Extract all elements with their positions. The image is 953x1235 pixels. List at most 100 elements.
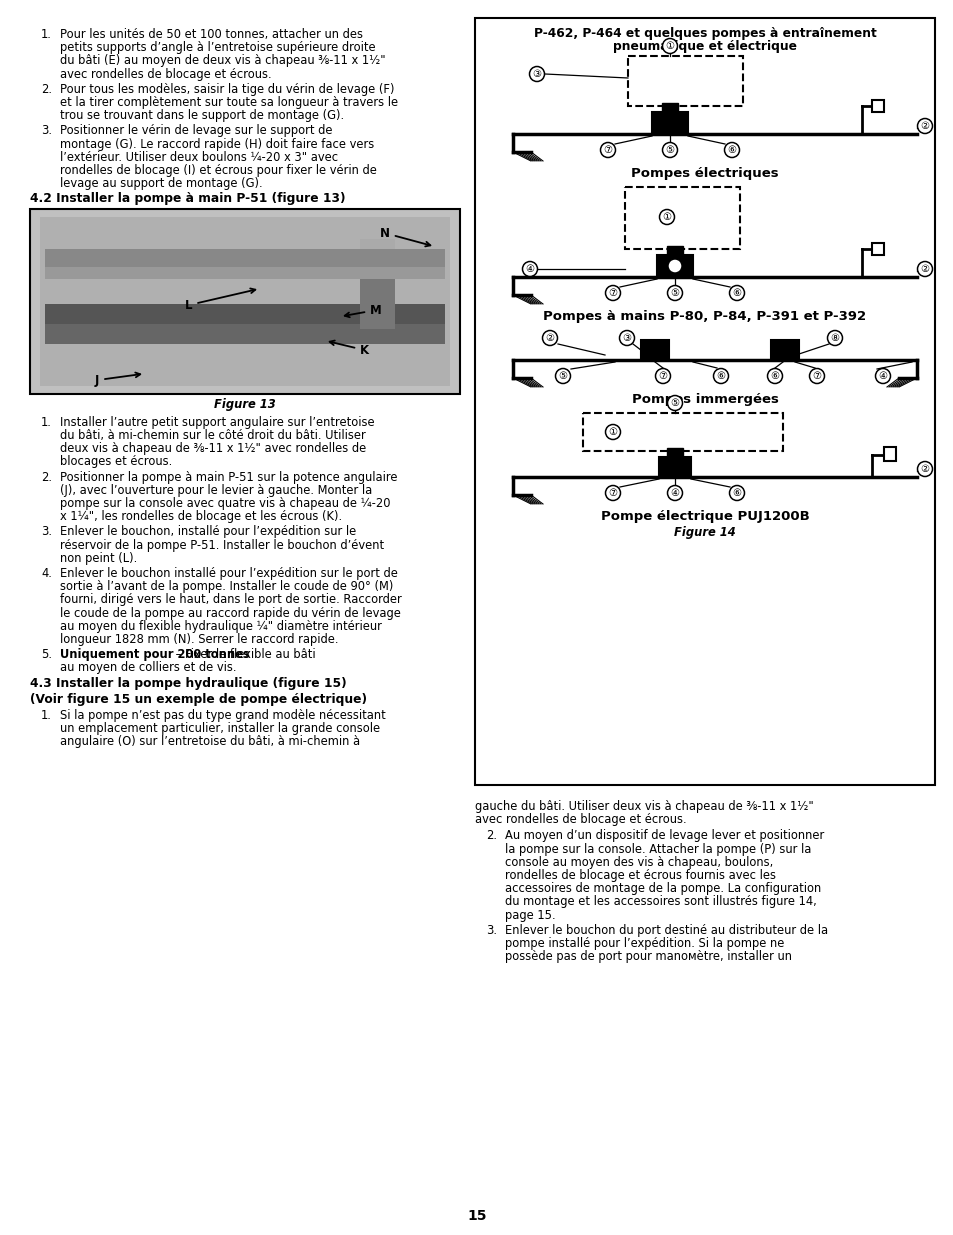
Text: 2.: 2.: [41, 83, 52, 96]
Text: 4.2 Installer la pompe à main P-51 (figure 13): 4.2 Installer la pompe à main P-51 (figu…: [30, 193, 345, 205]
Text: 2.: 2.: [41, 471, 52, 484]
Text: ②: ②: [545, 333, 554, 343]
Text: L: L: [185, 289, 255, 311]
Text: 1.: 1.: [41, 709, 52, 722]
Circle shape: [599, 142, 615, 158]
Text: ④: ④: [525, 264, 534, 274]
Text: du bâti, à mi-chemin sur le côté droit du bâti. Utiliser: du bâti, à mi-chemin sur le côté droit d…: [60, 429, 365, 442]
Text: sortie à l’avant de la pompe. Installer le coude de 90° (M): sortie à l’avant de la pompe. Installer …: [60, 580, 393, 593]
Text: Pour les unités de 50 et 100 tonnes, attacher un des: Pour les unités de 50 et 100 tonnes, att…: [60, 28, 363, 41]
Bar: [30, 209, 459, 394]
Circle shape: [522, 262, 537, 277]
Text: page 15.: page 15.: [504, 909, 555, 921]
Text: accessoires de montage de la pompe. La configuration: accessoires de montage de la pompe. La c…: [504, 882, 821, 895]
Text: non peint (L).: non peint (L).: [60, 552, 137, 564]
Circle shape: [667, 395, 681, 410]
Text: 5.: 5.: [41, 648, 52, 661]
Text: ①: ①: [665, 41, 674, 51]
Text: ②: ②: [920, 121, 928, 131]
Text: ⑥: ⑥: [732, 288, 740, 298]
Text: ③: ③: [532, 69, 541, 79]
Text: (Voir figure 15 un exemple de pompe électrique): (Voir figure 15 un exemple de pompe élec…: [30, 693, 367, 705]
Text: Positionner la pompe à main P-51 sur la potence angulaire: Positionner la pompe à main P-51 sur la …: [60, 471, 397, 484]
Circle shape: [655, 368, 670, 384]
Text: Enlever le bouchon installé pour l’expédition sur le port de: Enlever le bouchon installé pour l’expéd…: [60, 567, 397, 580]
Text: x 1¼", les rondelles de blocage et les écrous (K).: x 1¼", les rondelles de blocage et les é…: [60, 510, 342, 524]
Text: Pompes immergées: Pompes immergées: [631, 393, 778, 406]
Text: 1.: 1.: [41, 416, 52, 429]
Text: du bâti (E) au moyen de deux vis à chapeau ⅜-11 x 1½": du bâti (E) au moyen de deux vis à chape…: [60, 54, 385, 68]
Text: ⑤: ⑤: [670, 398, 679, 408]
Bar: [582, 412, 782, 451]
Text: longueur 1828 mm (N). Serrer le raccord rapide.: longueur 1828 mm (N). Serrer le raccord …: [60, 634, 338, 646]
Bar: [770, 340, 799, 359]
Text: ⑤: ⑤: [665, 144, 674, 156]
Text: P-462, P-464 et quelques pompes à entraînement: P-462, P-464 et quelques pompes à entraî…: [533, 27, 876, 40]
Circle shape: [713, 368, 728, 384]
Text: au moyen du flexible hydraulique ¼" diamètre intérieur: au moyen du flexible hydraulique ¼" diam…: [60, 620, 381, 632]
Text: Pompes à mains P-80, P-84, P-391 et P-392: Pompes à mains P-80, P-84, P-391 et P-39…: [543, 310, 865, 324]
Circle shape: [809, 368, 823, 384]
Text: ⑦: ⑦: [603, 144, 612, 156]
Bar: [627, 56, 742, 106]
Text: Au moyen d’un dispositif de levage lever et positionner: Au moyen d’un dispositif de levage lever…: [504, 830, 823, 842]
Circle shape: [917, 119, 931, 133]
Circle shape: [729, 285, 743, 300]
Bar: [640, 340, 668, 359]
Text: (J), avec l’ouverture pour le levier à gauche. Monter la: (J), avec l’ouverture pour le levier à g…: [60, 484, 372, 496]
Text: ⑦: ⑦: [608, 488, 617, 498]
Text: deux vis à chapeau de ⅜-11 x 1½" avec rondelles de: deux vis à chapeau de ⅜-11 x 1½" avec ro…: [60, 442, 366, 456]
Text: un emplacement particulier, installer la grande console: un emplacement particulier, installer la…: [60, 722, 379, 735]
Text: montage (G). Le raccord rapide (H) doit faire face vers: montage (G). Le raccord rapide (H) doit …: [60, 137, 374, 151]
Text: pompe installé pour l’expédition. Si la pompe ne: pompe installé pour l’expédition. Si la …: [504, 937, 783, 950]
Text: gauche du bâti. Utiliser deux vis à chapeau de ⅜-11 x 1½": gauche du bâti. Utiliser deux vis à chap…: [475, 800, 813, 813]
Bar: [45, 248, 444, 267]
Text: rondelles de blocage (I) et écrous pour fixer le vérin de: rondelles de blocage (I) et écrous pour …: [60, 164, 376, 177]
Text: ⑥: ⑥: [770, 370, 779, 382]
Text: Figure 13: Figure 13: [213, 398, 275, 410]
Text: ⑦: ⑦: [812, 370, 821, 382]
Text: console au moyen des vis à chapeau, boulons,: console au moyen des vis à chapeau, boul…: [504, 856, 773, 868]
Text: petits supports d’angle à l’entretoise supérieure droite: petits supports d’angle à l’entretoise s…: [60, 41, 375, 54]
Bar: [45, 304, 444, 324]
Text: 15: 15: [467, 1209, 486, 1223]
Circle shape: [667, 285, 681, 300]
Bar: [657, 254, 692, 277]
Text: Si la pompe n’est pas du type grand modèle nécessitant: Si la pompe n’est pas du type grand modè…: [60, 709, 385, 722]
Bar: [883, 447, 895, 461]
Text: levage au support de montage (G).: levage au support de montage (G).: [60, 177, 262, 190]
Circle shape: [667, 259, 681, 273]
Text: 3.: 3.: [485, 924, 497, 937]
Text: Enlever le bouchon du port destiné au distributeur de la: Enlever le bouchon du port destiné au di…: [504, 924, 827, 937]
Text: réservoir de la pompe P-51. Installer le bouchon d’évent: réservoir de la pompe P-51. Installer le…: [60, 538, 384, 552]
Bar: [651, 112, 687, 135]
Text: – Fixer le flexible au bâti: – Fixer le flexible au bâti: [172, 648, 315, 661]
Text: ⑥: ⑥: [716, 370, 724, 382]
Text: l’extérieur. Utiliser deux boulons ¼-20 x 3" avec: l’extérieur. Utiliser deux boulons ¼-20 …: [60, 151, 337, 164]
Text: ⑦: ⑦: [658, 370, 667, 382]
Circle shape: [605, 285, 619, 300]
Text: trou se trouvant dans le support de montage (G).: trou se trouvant dans le support de mont…: [60, 109, 344, 122]
Text: le coude de la pompe au raccord rapide du vérin de levage: le coude de la pompe au raccord rapide d…: [60, 606, 400, 620]
Text: du montage et les accessoires sont illustrés figure 14,: du montage et les accessoires sont illus…: [504, 895, 816, 909]
Text: 4.3 Installer la pompe hydraulique (figure 15): 4.3 Installer la pompe hydraulique (figu…: [30, 677, 346, 689]
Text: pneumatique et électrique: pneumatique et électrique: [613, 40, 796, 53]
Bar: [359, 238, 395, 258]
Circle shape: [917, 262, 931, 277]
Text: Pompes électriques: Pompes électriques: [631, 167, 778, 180]
Circle shape: [618, 331, 634, 346]
Text: Uniquement pour 200 tonnes: Uniquement pour 200 tonnes: [60, 648, 250, 661]
Text: ⑧: ⑧: [830, 333, 839, 343]
Text: 2.: 2.: [485, 830, 497, 842]
Text: ⑦: ⑦: [608, 288, 617, 298]
Circle shape: [667, 485, 681, 500]
Text: K: K: [330, 341, 369, 357]
Bar: [40, 216, 450, 385]
Text: ③: ③: [622, 333, 631, 343]
Circle shape: [661, 38, 677, 53]
Text: ④: ④: [670, 488, 679, 498]
Circle shape: [826, 331, 841, 346]
Bar: [359, 238, 395, 329]
Circle shape: [659, 210, 674, 225]
Text: la pompe sur la console. Attacher la pompe (P) sur la: la pompe sur la console. Attacher la pom…: [504, 842, 810, 856]
